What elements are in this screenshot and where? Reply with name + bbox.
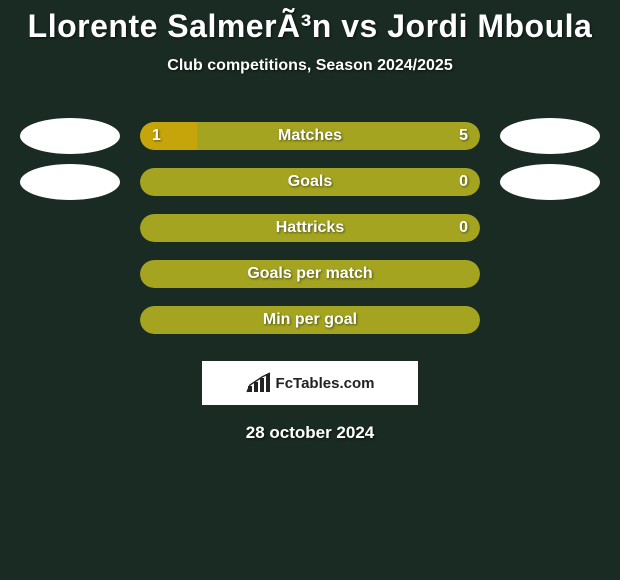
stat-label: Goals [140, 168, 480, 196]
subtitle: Club competitions, Season 2024/2025 [0, 57, 620, 75]
player-right-avatar [500, 118, 600, 154]
logo-box: FcTables.com [202, 361, 418, 405]
stat-bar: Goals0 [140, 168, 480, 196]
stat-bar: Matches1 5 [140, 122, 480, 150]
stat-value-right: 0 [447, 214, 480, 242]
stat-row: Goals per match [0, 251, 620, 297]
stat-row: Hattricks0 [0, 205, 620, 251]
stat-bar: Goals per match [140, 260, 480, 288]
stat-value-right: 0 [447, 168, 480, 196]
avatar-spacer [510, 302, 610, 338]
avatar-spacer [510, 210, 610, 246]
stat-value-left: 1 [140, 122, 173, 150]
stat-value-right: 5 [447, 122, 480, 150]
stat-row: Min per goal [0, 297, 620, 343]
avatar-spacer [10, 302, 110, 338]
logo-text: FcTables.com [276, 375, 375, 392]
player-left-avatar [20, 118, 120, 154]
avatar-spacer [10, 256, 110, 292]
stat-label: Hattricks [140, 214, 480, 242]
stat-bar: Min per goal [140, 306, 480, 334]
stat-row: Matches1 5 [0, 113, 620, 159]
stat-rows: Matches15Goals0Hattricks0Goals per match… [0, 113, 620, 343]
stat-label: Min per goal [140, 306, 480, 334]
comparison-infographic: Llorente SalmerÃ³n vs Jordi Mboula Club … [0, 0, 620, 580]
logo: FcTables.com [246, 372, 375, 394]
date-text: 28 october 2024 [0, 423, 620, 443]
player-left-avatar [20, 164, 120, 200]
stat-label: Goals per match [140, 260, 480, 288]
stat-label: Matches [140, 122, 480, 150]
player-right-avatar [500, 164, 600, 200]
stat-row: Goals0 [0, 159, 620, 205]
avatar-spacer [10, 210, 110, 246]
page-title: Llorente SalmerÃ³n vs Jordi Mboula [0, 0, 620, 45]
stat-bar: Hattricks0 [140, 214, 480, 242]
bar-chart-icon [246, 372, 272, 394]
avatar-spacer [510, 256, 610, 292]
